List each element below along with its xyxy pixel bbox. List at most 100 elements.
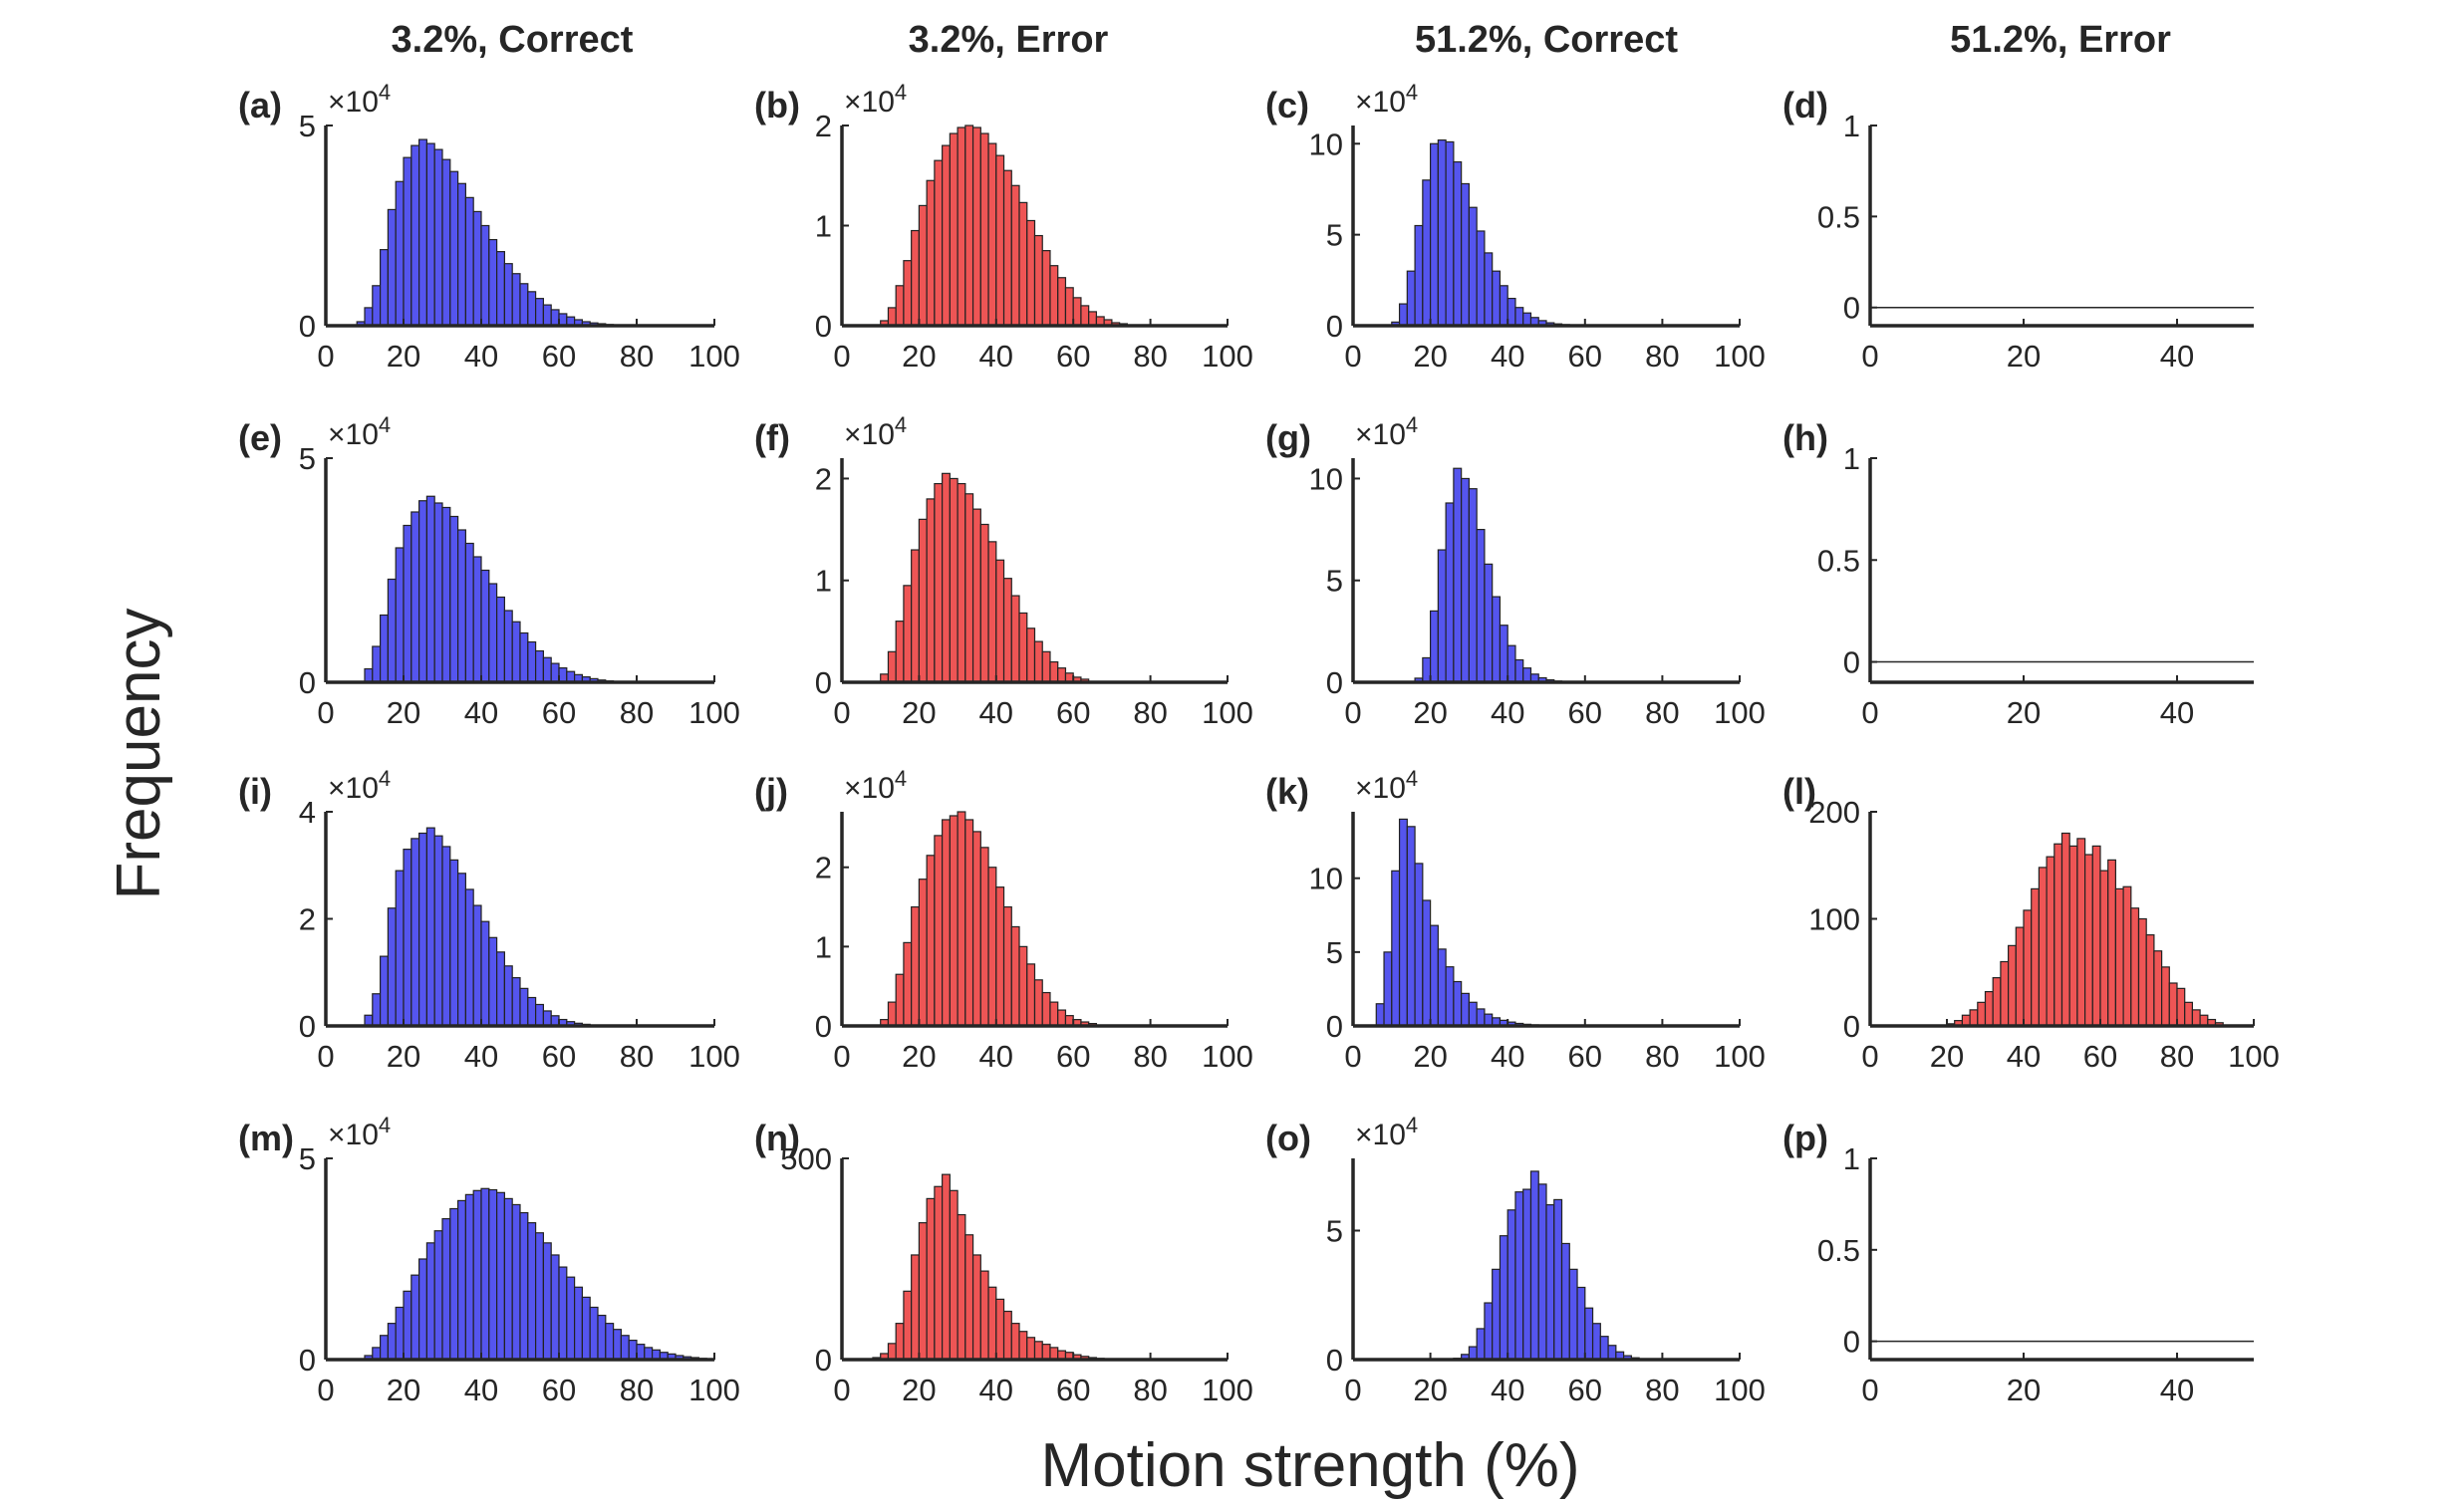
bar-l-31 — [2184, 1001, 2193, 1027]
bar-i-1 — [372, 993, 382, 1027]
y-tick-label-l-1: 100 — [1808, 902, 1860, 937]
bar-o-4 — [1484, 1302, 1494, 1361]
bar-e-13 — [464, 542, 474, 683]
x-tick-label-p-1: 20 — [2007, 1373, 2041, 1407]
x-tick-label-f-2: 40 — [979, 695, 1013, 730]
panel-a: 0 20 40 60 80 100 0 5 ×104 (a) — [238, 80, 740, 374]
bar-e-20 — [519, 631, 529, 683]
bar-c-4 — [1422, 179, 1432, 327]
y-tick-label-n-0: 0 — [815, 1343, 832, 1378]
bar-c-6 — [1437, 139, 1447, 327]
x-tick-label-m-1: 20 — [387, 1373, 420, 1407]
bar-b-7 — [934, 159, 944, 327]
bar-o-13 — [1553, 1198, 1563, 1361]
bar-m-19 — [511, 1203, 521, 1361]
bar-i-5 — [403, 849, 412, 1027]
bar-n-17 — [1002, 1310, 1012, 1361]
panel-f: 0 20 40 60 80 100 0 1 2 ×104 (f) — [754, 412, 1253, 730]
bar-e-7 — [418, 500, 428, 683]
bar-n-21 — [1033, 1341, 1043, 1361]
x-tick-label-o-5: 100 — [1714, 1373, 1766, 1407]
bar-k-9 — [1445, 966, 1455, 1027]
x-tick-label-b-1: 20 — [902, 339, 936, 374]
bars-o — [1453, 1170, 1648, 1361]
x-tick-label-l-1: 20 — [1930, 1039, 1964, 1074]
bar-o-17 — [1584, 1307, 1594, 1361]
bar-c-2 — [1406, 270, 1416, 327]
bar-f-19 — [1026, 628, 1036, 683]
bar-g-9 — [1484, 563, 1494, 683]
panel-label-p: (p) — [1782, 1118, 1828, 1158]
bar-n-11 — [957, 1213, 966, 1361]
bar-a-3 — [380, 249, 390, 327]
x-tick-label-l-5: 100 — [2228, 1039, 2280, 1074]
exponent-label-m: ×104 — [328, 1113, 391, 1151]
y-tick-label-c-0: 0 — [1326, 309, 1343, 344]
bar-a-14 — [464, 196, 474, 327]
bar-a-25 — [550, 309, 560, 327]
x-tick-label-d-1: 20 — [2007, 339, 2041, 374]
bar-a-1 — [364, 307, 374, 327]
bar-m-4 — [395, 1306, 405, 1361]
x-tick-label-e-0: 0 — [317, 695, 334, 730]
bar-a-12 — [449, 170, 459, 327]
bar-m-34 — [628, 1340, 638, 1361]
bars-f — [880, 472, 1090, 683]
bar-a-6 — [403, 156, 412, 327]
bar-e-8 — [425, 495, 435, 683]
bar-m-5 — [403, 1290, 412, 1361]
bar-i-15 — [480, 920, 490, 1027]
x-tick-label-d-2: 40 — [2160, 339, 2194, 374]
x-tick-label-b-0: 0 — [833, 339, 850, 374]
bar-m-12 — [457, 1199, 467, 1361]
bar-c-15 — [1506, 297, 1516, 327]
bar-i-19 — [511, 977, 521, 1027]
panel-label-n: (n) — [754, 1118, 800, 1158]
bar-l-11 — [2031, 887, 2040, 1027]
bar-f-17 — [1010, 595, 1020, 683]
x-tick-label-c-0: 0 — [1344, 339, 1361, 374]
panel-d: 0 20 40 0 0.5 1 (d) — [1782, 85, 2254, 374]
x-tick-label-c-3: 60 — [1568, 339, 1602, 374]
x-tick-label-e-5: 100 — [688, 695, 740, 730]
bar-l-19 — [2091, 845, 2101, 1027]
bar-b-26 — [1080, 305, 1090, 327]
x-tick-label-n-0: 0 — [833, 1373, 850, 1407]
y-tick-label-f-1: 1 — [815, 564, 832, 599]
panel-label-k: (k) — [1265, 771, 1309, 812]
bars-m — [364, 1187, 715, 1361]
column-title-1: 3.2%, Correct — [392, 19, 634, 61]
bar-o-2 — [1468, 1346, 1478, 1361]
panel-b: 0 20 40 60 80 100 0 1 2 ×104 (b) — [754, 80, 1253, 374]
bar-l-4 — [1977, 1001, 1987, 1027]
exponent-label-f: ×104 — [844, 412, 907, 451]
x-tick-label-b-2: 40 — [979, 339, 1013, 374]
bar-j-2 — [895, 973, 905, 1027]
panel-h: 0 20 40 0 0.5 1 (h) — [1782, 417, 2254, 730]
bar-o-19 — [1599, 1336, 1609, 1361]
x-tick-label-n-2: 40 — [979, 1373, 1013, 1407]
bar-o-12 — [1545, 1204, 1555, 1361]
panel-e: 0 20 40 60 80 100 0 5 ×104 (e) — [238, 412, 740, 730]
bar-n-8 — [934, 1185, 944, 1361]
panel-label-m: (m) — [238, 1118, 294, 1158]
y-tick-label-d-1: 0.5 — [1817, 199, 1860, 234]
x-tick-label-a-4: 80 — [620, 339, 654, 374]
bars-e — [364, 495, 615, 683]
bar-a-24 — [542, 304, 552, 327]
y-tick-label-h-0: 0 — [1843, 645, 1860, 680]
panel-m: 0 20 40 60 80 100 0 5 ×104 (m) — [238, 1113, 740, 1407]
bar-e-17 — [496, 596, 506, 683]
bar-j-10 — [957, 811, 966, 1027]
bar-a-26 — [558, 313, 568, 327]
x-tick-label-p-2: 40 — [2160, 1373, 2194, 1407]
y-tick-label-g-1: 5 — [1326, 564, 1343, 599]
bar-j-18 — [1018, 945, 1028, 1027]
bar-j-6 — [926, 855, 936, 1027]
bar-f-10 — [957, 482, 966, 683]
bar-n-16 — [995, 1298, 1005, 1361]
bar-a-2 — [372, 285, 382, 327]
bar-l-21 — [2107, 859, 2116, 1027]
bar-i-14 — [472, 904, 482, 1027]
